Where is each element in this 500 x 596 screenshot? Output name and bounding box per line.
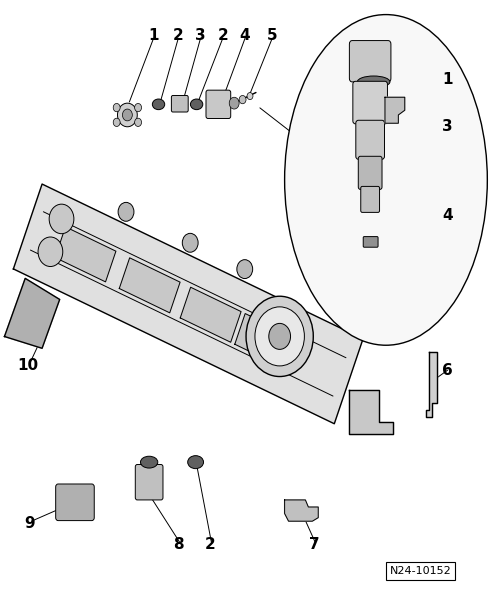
- Text: 3: 3: [442, 119, 453, 134]
- Text: 2: 2: [218, 28, 228, 43]
- Circle shape: [229, 97, 239, 109]
- Ellipse shape: [140, 457, 158, 468]
- Text: 7: 7: [309, 538, 320, 552]
- FancyBboxPatch shape: [363, 237, 378, 247]
- Text: 5: 5: [267, 28, 278, 43]
- Circle shape: [113, 118, 120, 126]
- Text: 6: 6: [442, 362, 453, 377]
- Polygon shape: [14, 184, 363, 424]
- Polygon shape: [284, 500, 318, 521]
- Circle shape: [49, 204, 74, 234]
- Circle shape: [246, 296, 314, 377]
- Circle shape: [237, 260, 252, 278]
- Text: N24-10152: N24-10152: [390, 566, 452, 576]
- Circle shape: [239, 95, 246, 104]
- Circle shape: [247, 92, 253, 100]
- Text: 2: 2: [173, 28, 184, 43]
- FancyBboxPatch shape: [136, 464, 163, 500]
- FancyBboxPatch shape: [358, 156, 382, 190]
- Circle shape: [255, 307, 304, 366]
- Text: 4: 4: [442, 208, 453, 223]
- Polygon shape: [180, 287, 241, 342]
- Text: 8: 8: [173, 538, 184, 552]
- Polygon shape: [4, 278, 60, 348]
- FancyBboxPatch shape: [361, 187, 380, 212]
- Text: 1: 1: [442, 72, 453, 87]
- Ellipse shape: [190, 99, 203, 110]
- FancyBboxPatch shape: [353, 81, 388, 124]
- Ellipse shape: [152, 99, 164, 110]
- Circle shape: [134, 118, 141, 126]
- Text: 4: 4: [240, 28, 250, 43]
- FancyBboxPatch shape: [172, 95, 188, 112]
- Circle shape: [118, 203, 134, 221]
- Ellipse shape: [358, 76, 390, 88]
- Polygon shape: [426, 352, 437, 417]
- Circle shape: [269, 324, 290, 349]
- Polygon shape: [349, 390, 394, 434]
- FancyBboxPatch shape: [206, 90, 231, 119]
- Ellipse shape: [284, 14, 488, 345]
- Polygon shape: [385, 97, 405, 123]
- Text: 1: 1: [148, 28, 159, 43]
- Circle shape: [118, 103, 138, 127]
- Polygon shape: [120, 258, 180, 313]
- Circle shape: [122, 109, 132, 121]
- FancyBboxPatch shape: [56, 484, 94, 520]
- Polygon shape: [235, 313, 296, 368]
- Text: 2: 2: [205, 538, 216, 552]
- Circle shape: [113, 104, 120, 111]
- Text: 9: 9: [24, 516, 36, 531]
- Circle shape: [182, 234, 198, 252]
- FancyBboxPatch shape: [356, 120, 384, 159]
- Text: 3: 3: [195, 28, 206, 43]
- Ellipse shape: [188, 456, 204, 468]
- Text: 10: 10: [17, 358, 38, 374]
- Circle shape: [38, 237, 63, 266]
- Polygon shape: [55, 227, 116, 282]
- FancyBboxPatch shape: [350, 41, 391, 82]
- Circle shape: [134, 104, 141, 111]
